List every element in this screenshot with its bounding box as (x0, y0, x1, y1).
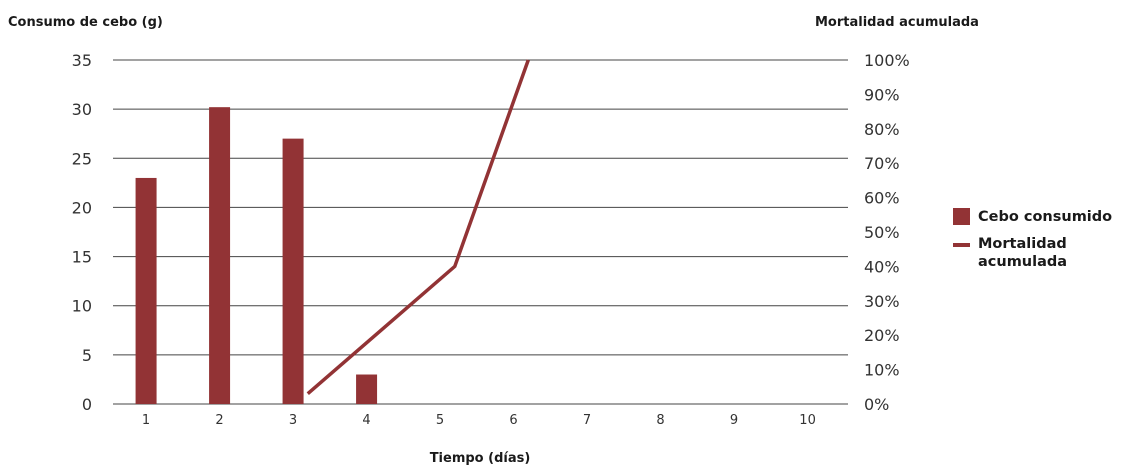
y-tick-label: 5 (82, 346, 92, 365)
y2-tick-label: 60% (864, 189, 900, 208)
y2-tick-label: 70% (864, 154, 900, 173)
legend-swatch-bar (953, 208, 970, 225)
x-axis-title: Tiempo (días) (429, 451, 531, 466)
bar (356, 374, 378, 404)
y2-tick-label: 50% (864, 223, 900, 242)
x-tick-label: 2 (215, 413, 223, 428)
y-tick-label: 20 (72, 198, 92, 217)
x-tick-label: 5 (436, 413, 444, 428)
y2-tick-label: 40% (864, 257, 900, 276)
y2-tick-label: 90% (864, 85, 900, 104)
y2-tick-label: 0% (864, 395, 889, 414)
line-series (306, 59, 530, 396)
y2-tick-label: 80% (864, 120, 900, 139)
left-axis-title: Consumo de cebo (g) (8, 15, 163, 30)
x-tick-label: 9 (730, 413, 738, 428)
bar (135, 177, 157, 404)
gridlines (113, 59, 848, 405)
y-tick-label: 35 (72, 51, 92, 70)
bar (209, 107, 231, 405)
legend: Cebo consumido Mortalidad acumulada (953, 208, 1123, 280)
y-tick-label: 30 (72, 100, 92, 119)
bar-series (135, 107, 378, 405)
legend-swatch-line (953, 243, 970, 247)
y2-tick-label: 20% (864, 326, 900, 345)
x-tick-label: 10 (799, 413, 816, 428)
legend-label-line: Mortalidad acumulada (978, 236, 1068, 270)
y-tick-label: 25 (72, 149, 92, 168)
x-tick-label: 8 (656, 413, 664, 428)
right-axis-title: Mortalidad acumulada (815, 15, 979, 30)
axis-ticks: 051015202530350%10%20%30%40%50%60%70%80%… (72, 51, 910, 428)
legend-item-line: Mortalidad acumulada (953, 235, 1123, 271)
y-tick-label: 0 (82, 395, 92, 414)
y2-tick-label: 10% (864, 361, 900, 380)
x-tick-label: 4 (362, 413, 370, 428)
mortality-line (306, 59, 530, 396)
legend-label-bars: Cebo consumido (978, 209, 1113, 225)
y-tick-label: 10 (72, 297, 92, 316)
y2-tick-label: 100% (864, 51, 910, 70)
x-tick-label: 3 (289, 413, 297, 428)
y-tick-label: 15 (72, 248, 92, 267)
x-tick-label: 1 (142, 413, 150, 428)
x-tick-label: 7 (583, 413, 591, 428)
legend-item-bars: Cebo consumido (953, 208, 1123, 226)
x-tick-label: 6 (509, 413, 517, 428)
bar (282, 138, 304, 404)
y2-tick-label: 30% (864, 292, 900, 311)
